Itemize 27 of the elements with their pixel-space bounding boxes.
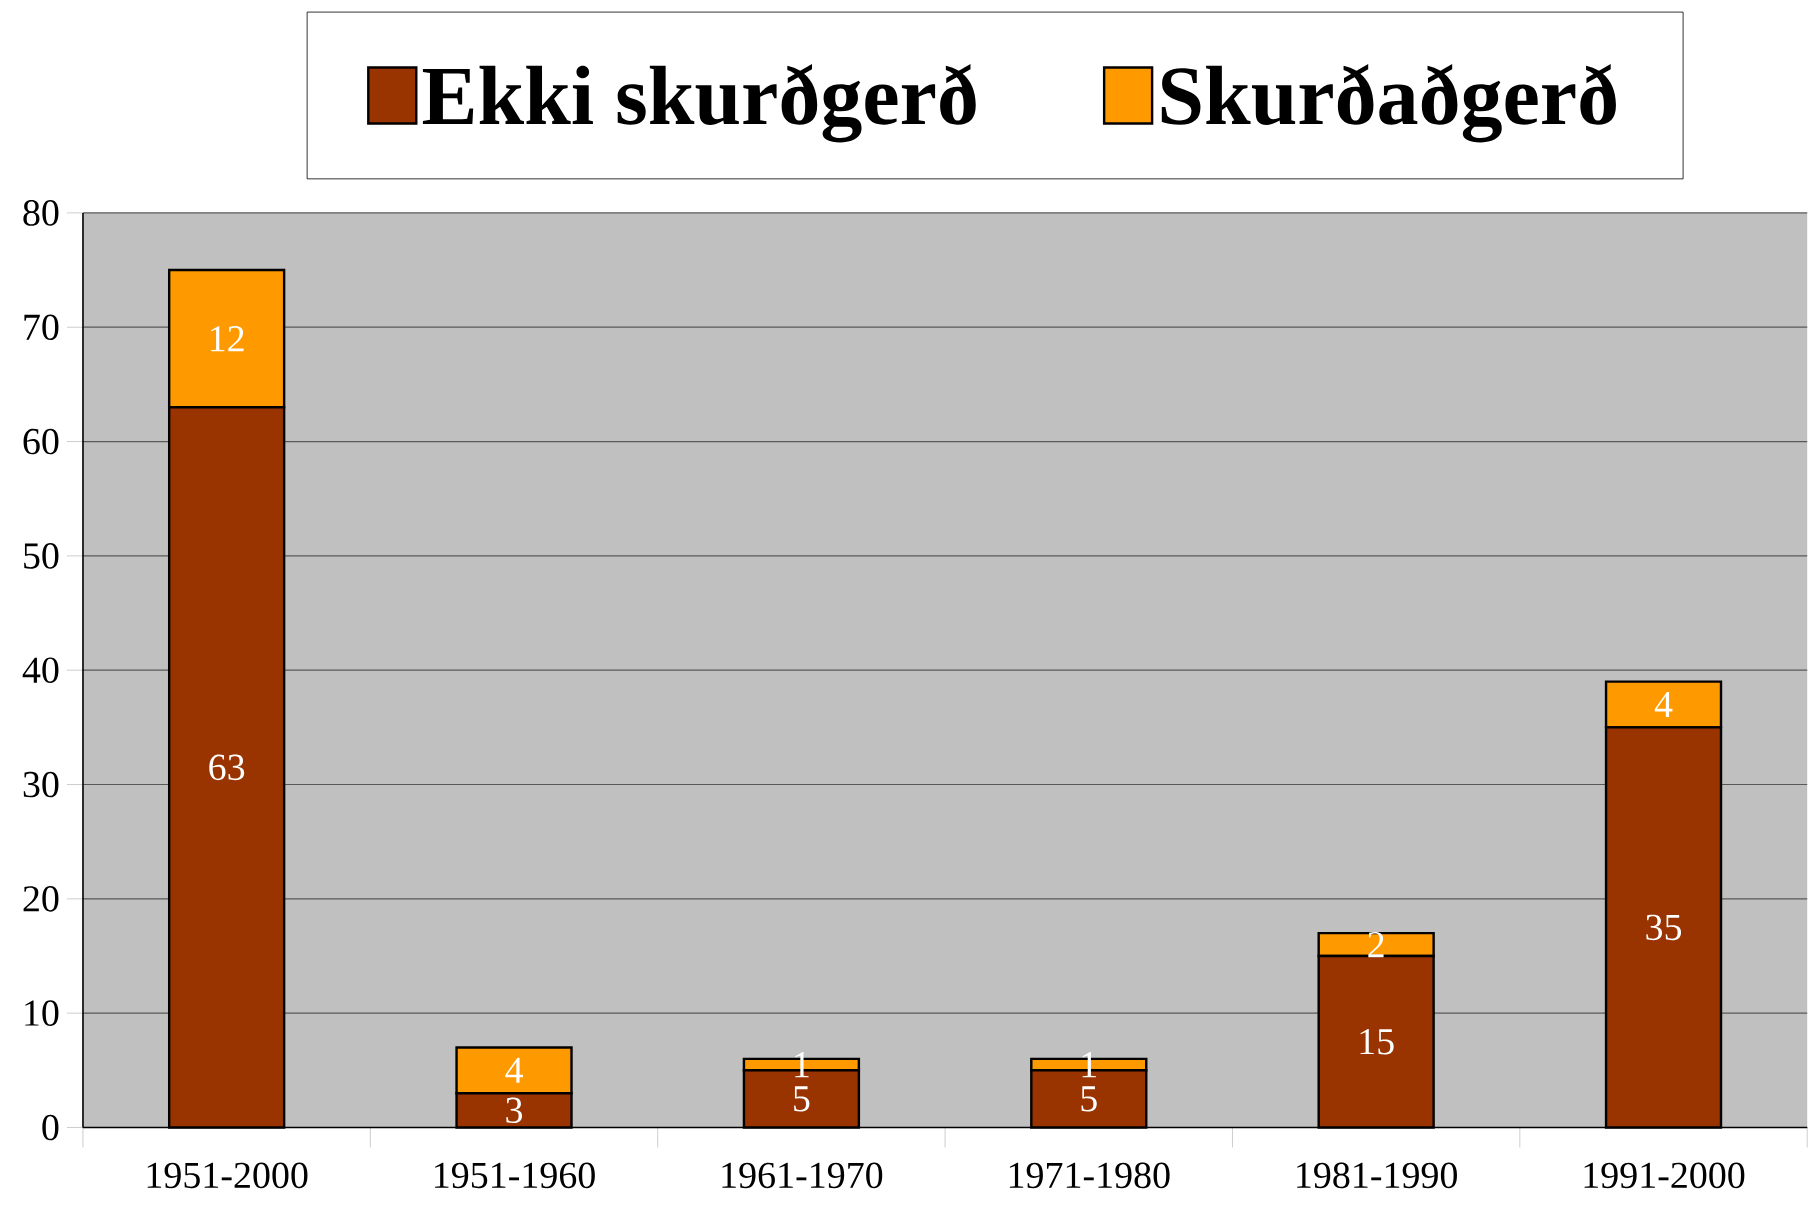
data-label: 35: [1646, 914, 1682, 940]
data-label: 2: [1368, 931, 1384, 957]
y-tick-label: 20: [23, 885, 59, 912]
y-tick-label: 40: [22, 657, 59, 683]
y-tick-label: 30: [23, 771, 59, 798]
x-tick-label: 1961-1970: [722, 1162, 883, 1188]
x-tick-label: 1991-2000: [1584, 1162, 1745, 1188]
data-label: 5: [1081, 1086, 1097, 1112]
data-label: 3: [506, 1097, 523, 1123]
data-label: 4: [505, 1057, 523, 1083]
y-tick-label: 70: [24, 314, 59, 340]
data-label: 4: [1654, 691, 1673, 717]
y-tick-label: 10: [25, 1000, 59, 1026]
data-label: 12: [210, 325, 244, 352]
data-label: 63: [209, 754, 245, 780]
legend-label: Ekki skurðgerð: [422, 63, 976, 143]
legend-label: Skurðaðgerð: [1161, 63, 1616, 143]
x-tick-label: 1951-2000: [147, 1162, 308, 1188]
data-label: 15: [1360, 1028, 1394, 1055]
y-tick-label: 0: [42, 1114, 59, 1141]
x-tick-label: 1951-1960: [435, 1162, 595, 1188]
y-tick-label: 50: [24, 542, 59, 569]
data-label: 5: [794, 1086, 810, 1112]
y-tick-label: 80: [23, 199, 59, 226]
x-tick-label: 1971-1980: [1009, 1162, 1170, 1188]
y-tick-label: 60: [23, 428, 59, 455]
x-tick-label: 1981-1990: [1297, 1162, 1457, 1188]
